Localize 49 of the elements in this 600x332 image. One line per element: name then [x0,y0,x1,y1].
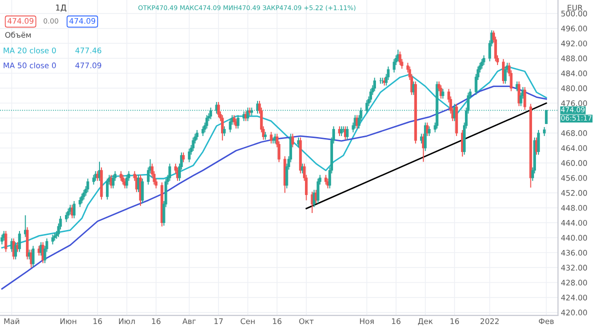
candlestick [523,86,526,110]
candlestick [518,80,520,107]
candlestick [373,77,376,92]
candlestick [291,133,294,148]
candlestick [0,234,4,245]
candlestick [78,196,82,208]
candlestick [122,174,124,186]
candlestick [125,174,128,189]
candlestick [346,126,349,140]
candlestick [32,245,35,268]
candlestick [223,126,226,137]
candlestick [236,114,240,130]
candlestick [504,66,507,84]
candlestick [82,189,86,200]
candlestick [14,242,17,260]
candlestick [4,230,8,252]
candlestick [86,178,90,193]
candlestick [18,230,21,252]
candlestick [316,178,320,204]
candlestick [112,174,115,189]
candlestick [205,114,208,130]
candlestick [66,208,70,219]
candlestick [120,170,122,182]
candlestick [196,130,198,140]
candlestick [228,118,232,133]
candlestick [221,114,224,141]
candlestick [442,88,444,100]
candlestick [106,178,109,200]
candlestick [428,126,431,137]
candlestick [502,58,505,84]
candlestick [182,152,185,163]
candlestick [480,58,484,70]
candlestick [398,51,402,66]
candlestick [340,126,343,137]
candlestick [188,148,191,163]
candlestick [232,114,236,126]
candlestick [482,54,486,66]
candlestick [168,163,172,182]
candlestick [324,174,328,186]
candlestick [72,200,76,219]
candlestick [141,178,144,204]
candlestick [369,88,372,103]
candlestick [392,58,396,73]
annotation: 1Д [56,4,66,12]
candlestick [192,137,195,152]
candlestick [202,126,204,137]
candlestick [80,193,84,204]
candlestick [64,212,68,222]
candlestick [92,174,96,186]
